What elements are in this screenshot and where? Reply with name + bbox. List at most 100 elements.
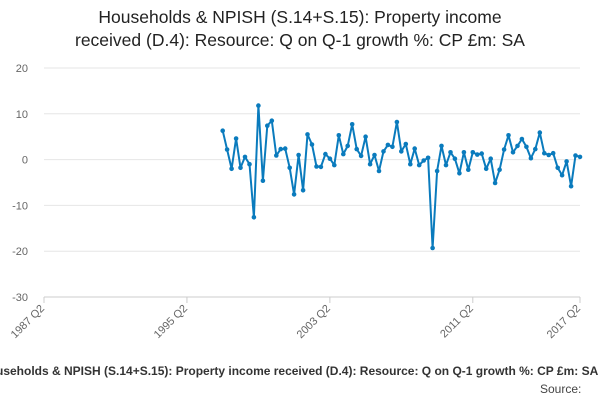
data-point [296,152,301,158]
x-axis: 1987 Q2 1995 Q2 2003 Q2 2011 Q2 2017 Q2 [9,297,583,341]
data-point [265,123,270,128]
data-point [439,143,444,149]
data-point [537,130,543,135]
y-tick-label: 10 [16,109,28,121]
data-point [577,154,583,160]
data-point [443,162,449,168]
legend-series-name: Households & NPISH (S.14+S.15): Property… [0,364,599,378]
data-point [524,144,529,150]
data-point [336,133,342,138]
y-tick-label: -30 [12,292,28,304]
data-point [394,119,400,125]
data-point [349,122,355,127]
data-point [470,150,476,155]
y-axis: 20 10 0 -10 -20 -30 [12,63,28,304]
data-point [559,172,565,178]
data-point [358,153,364,159]
data-point [430,245,435,251]
data-point [573,153,578,158]
data-point [242,154,248,160]
data-point [323,151,328,157]
data-point [260,178,266,183]
data-point [519,136,525,142]
data-point [332,162,337,168]
data-point [256,103,261,108]
data-point [475,152,480,157]
data-point [220,128,225,133]
data-point [305,132,310,137]
y-tick-label: -20 [12,246,28,258]
data-point [528,155,534,161]
data-point [367,161,373,167]
data-point [229,166,234,172]
data-point [314,164,319,169]
chart-title-line-1: Households & NPISH (S.14+S.15): Property… [98,7,502,27]
data-point [251,215,257,220]
y-tick-label: 0 [22,155,28,167]
data-point [287,165,293,171]
data-point [564,159,569,164]
data-point [390,144,395,150]
data-point [385,142,391,148]
data-point [483,166,489,172]
data-point [461,150,467,155]
data-point [568,183,574,189]
data-point [300,188,306,193]
y-tick-label: -10 [12,200,28,212]
data-point [434,168,440,174]
data-point [309,142,315,147]
data-point [403,141,409,147]
data-point [412,146,418,151]
data-point [341,151,346,157]
data-point [533,146,538,152]
data-point [318,164,324,170]
x-tick-label: 1987 Q2 [9,303,47,341]
data-point [238,165,243,171]
data-point [291,192,297,197]
data-point [542,150,547,156]
x-tick-label: 2003 Q2 [295,303,333,341]
data-point [488,156,494,161]
chart-title-line-2: received (D.4): Resource: Q on Q-1 growt… [75,30,525,50]
source-label: Source: [540,382,582,396]
x-tick-label: 2017 Q2 [545,303,583,341]
data-point [479,151,485,156]
y-tick-label: 20 [16,63,28,75]
data-point [381,149,386,154]
series-line [221,104,581,249]
data-point [492,180,498,186]
data-point [501,147,507,152]
series-points [220,103,583,251]
data-point [555,165,560,171]
data-point [416,162,422,168]
chart-title: Households & NPISH (S.14+S.15): Property… [0,6,600,52]
data-point [233,136,239,141]
data-point [510,150,516,155]
data-point [425,155,431,161]
data-point [345,143,351,149]
data-point [376,168,382,174]
data-point [354,146,360,152]
data-point [448,150,453,155]
data-point [408,161,413,167]
data-point [550,150,556,156]
data-point [282,146,288,151]
data-point [269,118,275,123]
data-point [399,149,404,154]
data-point [247,161,252,167]
data-point [457,171,462,176]
data-point [327,156,333,161]
data-point [497,167,502,172]
data-point [452,156,458,161]
data-point [363,134,368,139]
data-point [515,143,520,149]
gridlines [44,67,580,298]
data-point [372,152,377,158]
x-tick-label: 2011 Q2 [438,303,476,341]
data-point [466,167,471,172]
data-point [274,153,279,158]
data-point [421,158,427,163]
data-point [278,146,284,152]
data-point [224,147,230,152]
